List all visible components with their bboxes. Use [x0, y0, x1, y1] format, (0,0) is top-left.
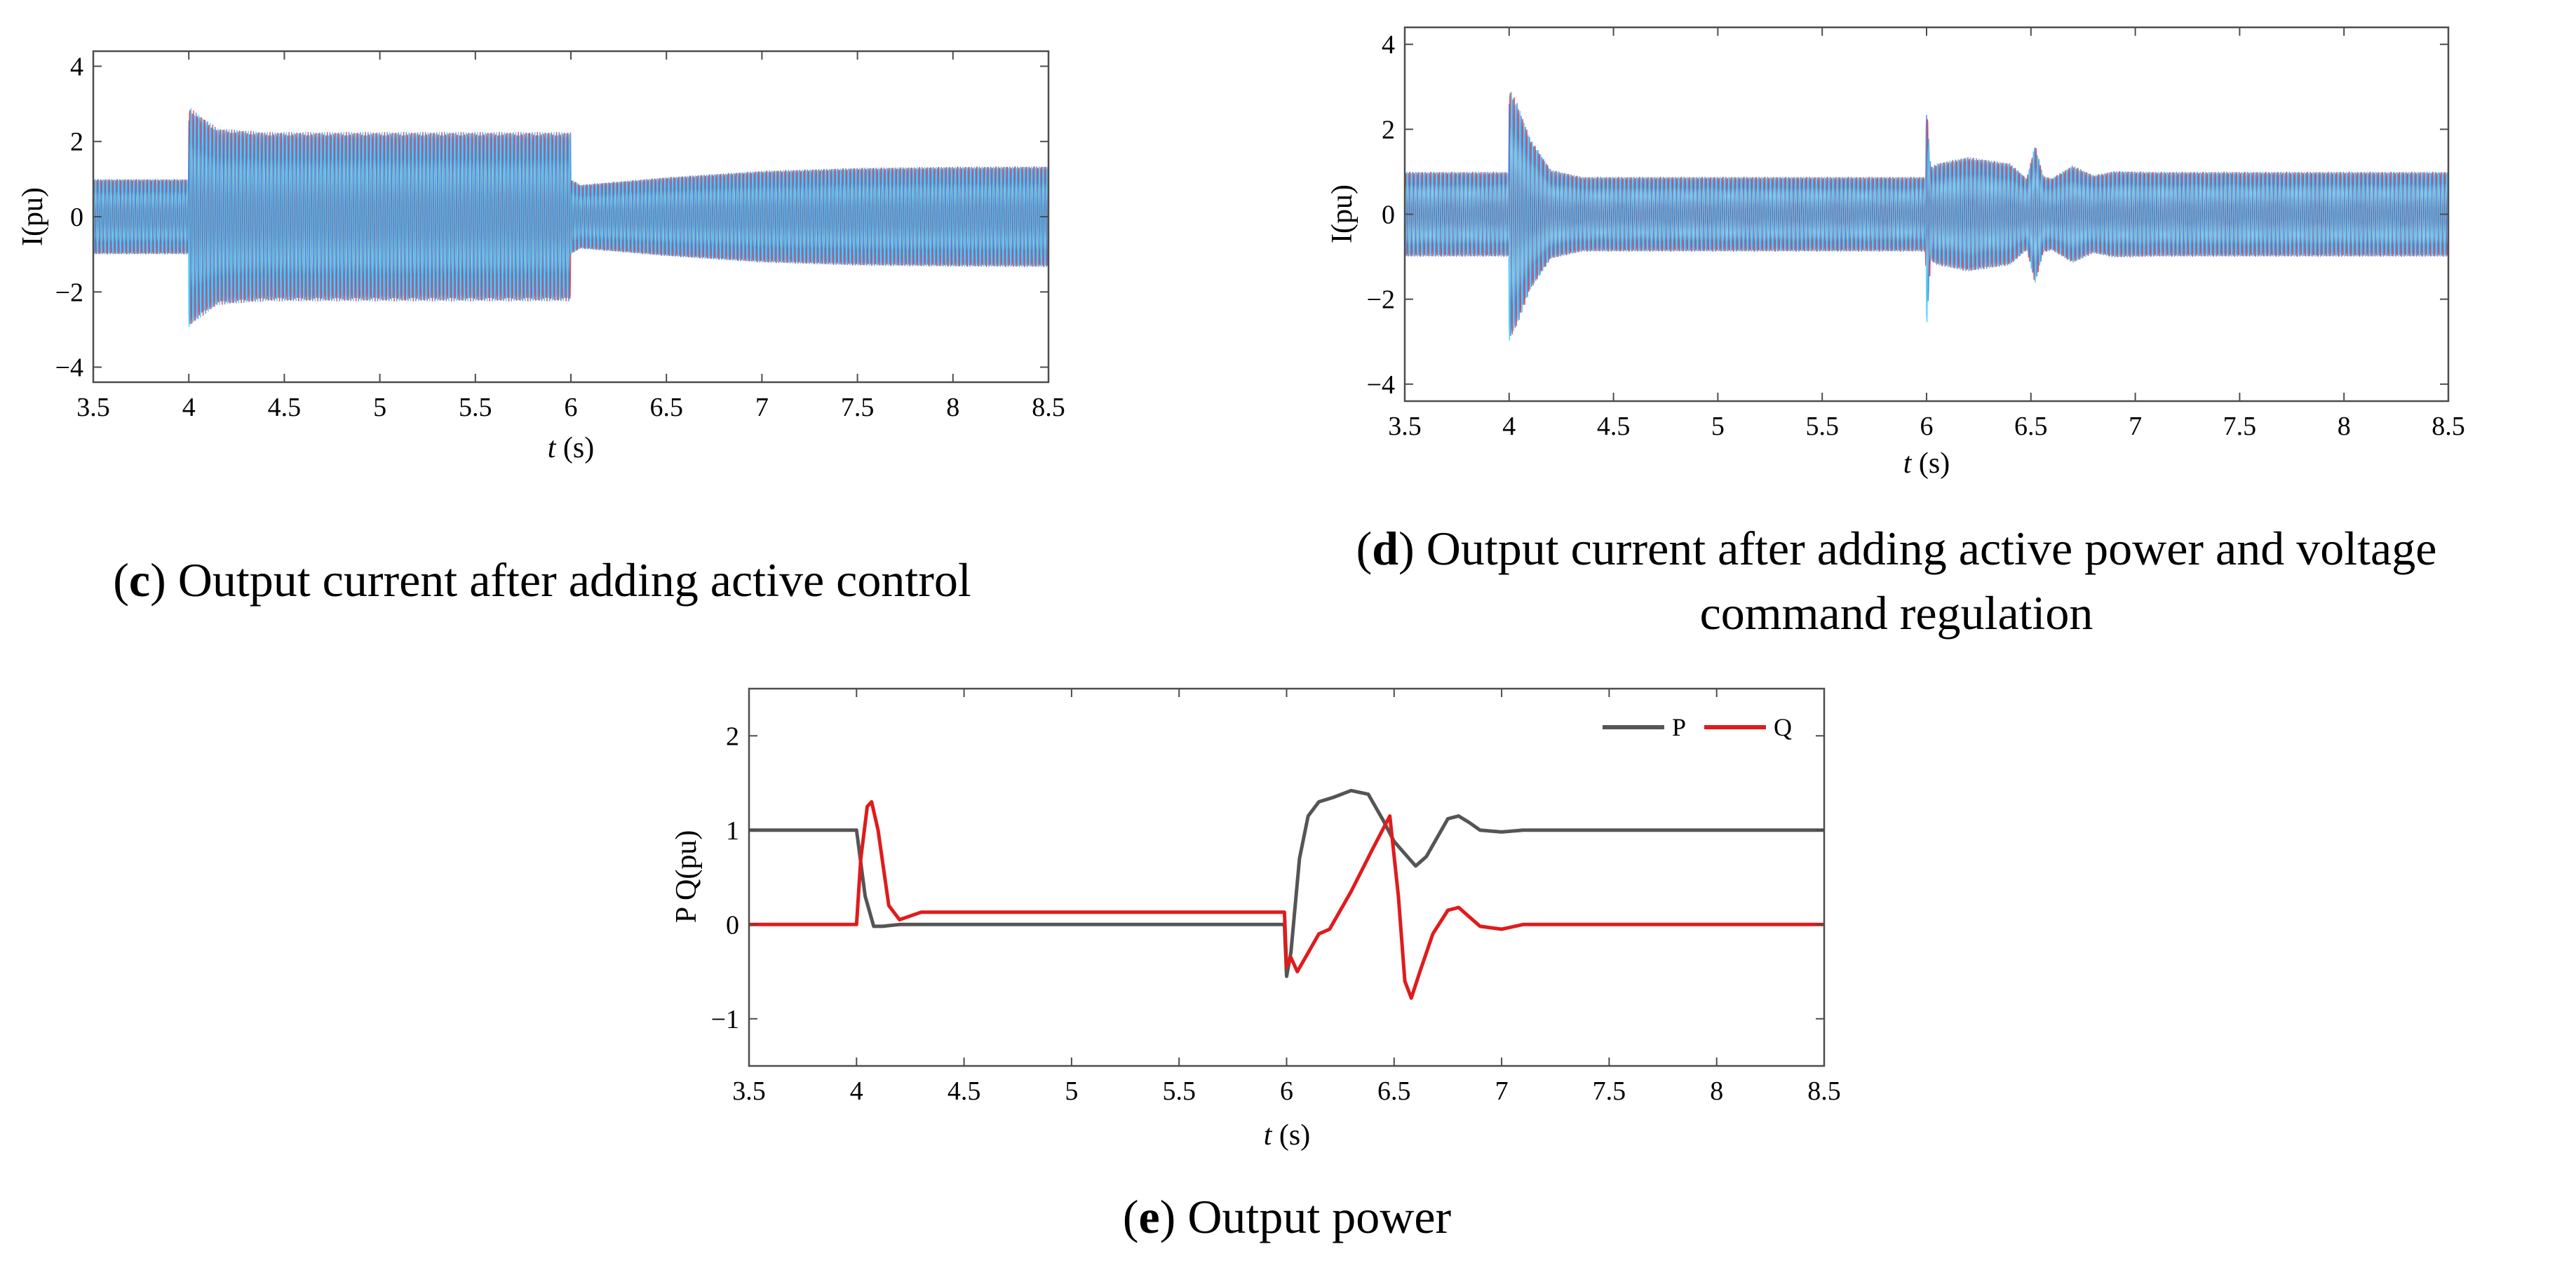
panel-d-x-tick-label: 8.5 — [2432, 412, 2465, 441]
panel-e-legend: P Q — [1603, 713, 1792, 741]
panel-d-caption-line2: command regulation — [1700, 586, 2093, 640]
legend-q-label: Q — [1774, 713, 1792, 741]
panel-e-series-q-line — [749, 799, 1824, 1000]
panel-c-x-tick-label: 8 — [946, 393, 959, 422]
panel-e-y-axis-label: P Q(pu) — [670, 830, 703, 924]
legend-p-label: P — [1672, 713, 1686, 741]
panel-e-x-tick-label: 4 — [850, 1076, 863, 1106]
panel-d-x-tick-label: 8 — [2338, 412, 2351, 441]
panel-e-x-axis-label: t (s) — [1264, 1119, 1311, 1151]
panel-d-y-tick-label: −2 — [1367, 285, 1395, 315]
panel-c-x-tick-label: 4 — [182, 393, 196, 422]
panel-d-phase-3-current-line — [1405, 91, 2448, 341]
panel-d-plot-area: 3.5 4 4.5 5 5.5 6 6.5 7 7.5 8 8.5 −4 −2 0 2 4 — [1367, 26, 2465, 441]
panel-c-x-tick-label: 7.5 — [841, 393, 875, 422]
panel-e-x-tick-label: 6 — [1280, 1076, 1293, 1106]
panel-d-x-axis-label: t (s) — [1903, 447, 1950, 480]
panel-c-x-tick-label: 5.5 — [459, 393, 492, 422]
panel-e-series-p-line — [749, 788, 1824, 978]
panel-d-x-tick-label: 5.5 — [1805, 412, 1839, 441]
panel-d-caption-line1: (d) Output current after adding active p… — [1356, 522, 2437, 575]
panel-e-x-tick-label: 5 — [1065, 1076, 1078, 1106]
panel-d-x-tick-label: 4.5 — [1597, 412, 1631, 441]
panel-c-y-tick-label: 2 — [70, 128, 83, 157]
panel-c-x-tick-label: 5 — [373, 393, 386, 422]
panel-c-chart: 3.5 4 4.5 5 5.5 6 6.5 7 7.5 8 8.5 −4 −2 0 2 4 I(pu) t (… — [17, 50, 1065, 607]
panel-c-y-tick-label: 4 — [70, 52, 83, 81]
panel-e-x-tick-label: 3.5 — [732, 1076, 766, 1106]
panel-d-x-tick-label: 7.5 — [2223, 412, 2257, 441]
panel-d-chart: 3.5 4 4.5 5 5.5 6 6.5 7 7.5 8 8.5 −4 −2 0 2 4 I(pu) t (… — [1326, 26, 2465, 640]
panel-c-x-tick-label: 4.5 — [268, 393, 302, 422]
panel-e-x-tick-label: 4.5 — [948, 1076, 981, 1106]
panel-d-y-tick-label: −4 — [1367, 370, 1395, 400]
panel-c-y-tick-label: −4 — [55, 353, 83, 383]
panel-d-x-tick-label: 5 — [1711, 412, 1725, 441]
panel-d-y-axis-label: I(pu) — [1326, 184, 1358, 243]
panel-c-y-tick-label: −2 — [55, 278, 83, 307]
panel-c-caption: (c) Output current after adding active c… — [113, 553, 971, 607]
panel-e-plot-area: 3.5 4 4.5 5 5.5 6 6.5 7 7.5 8 8.5 −1 0 1 2 — [711, 687, 1841, 1106]
panel-e-y-tick-label: 1 — [726, 816, 739, 846]
panel-e-axes-box — [748, 687, 1826, 1067]
panel-c-x-tick-label: 8.5 — [1032, 393, 1065, 422]
panel-e-x-tick-label: 7.5 — [1593, 1076, 1626, 1106]
panel-d-x-tick-label: 7 — [2129, 412, 2142, 441]
panel-d-x-tick-label: 6.5 — [2014, 412, 2048, 441]
panel-c-phase-3-current-line — [93, 107, 1048, 327]
panel-d-x-tick-label: 4 — [1502, 412, 1516, 441]
panel-c-x-axis-label: t (s) — [548, 432, 595, 464]
panel-d-x-tick-label: 6 — [1920, 412, 1934, 441]
panel-e-y-tick-label: 0 — [726, 910, 739, 940]
panel-e-x-tick-label: 7 — [1495, 1076, 1509, 1106]
panel-e-x-tick-label: 6.5 — [1377, 1076, 1411, 1106]
panel-c-x-tick-label: 6.5 — [649, 393, 683, 422]
panel-c-x-tick-label: 6 — [565, 393, 578, 422]
panel-e-y-tick-label: 2 — [726, 722, 739, 751]
panel-c-phase-2-current-line — [93, 112, 1048, 325]
panel-d-y-tick-label: 4 — [1382, 30, 1395, 60]
panel-c-x-tick-label: 7 — [755, 393, 769, 422]
panel-c-plot-area: 3.5 4 4.5 5 5.5 6 6.5 7 7.5 8 8.5 −4 −2 0 2 4 — [55, 50, 1065, 422]
panel-c-y-tick-label: 0 — [70, 203, 83, 232]
panel-c-phase-1-current-line — [93, 109, 1048, 325]
panel-e-x-tick-label: 8 — [1710, 1076, 1723, 1106]
panel-e-x-tick-label: 5.5 — [1162, 1076, 1196, 1106]
panel-d-y-tick-label: 0 — [1382, 201, 1395, 230]
panel-e-x-tick-label: 8.5 — [1807, 1076, 1841, 1106]
panel-e-y-tick-label: −1 — [711, 1005, 739, 1034]
panel-d-phase-2-current-line — [1405, 97, 2448, 337]
panel-c-y-axis-label: I(pu) — [17, 187, 49, 246]
panel-d-y-tick-label: 2 — [1382, 115, 1395, 144]
panel-e-caption: (e) Output power — [1123, 1190, 1452, 1243]
panel-d-phase-1-current-line — [1405, 93, 2448, 335]
panel-d-x-tick-label: 3.5 — [1388, 412, 1422, 441]
panel-e-chart: 3.5 4 4.5 5 5.5 6 6.5 7 7.5 8 8.5 −1 0 1 2 P Q(pu) t (… — [670, 687, 1841, 1243]
panel-c-x-tick-label: 3.5 — [76, 393, 110, 422]
